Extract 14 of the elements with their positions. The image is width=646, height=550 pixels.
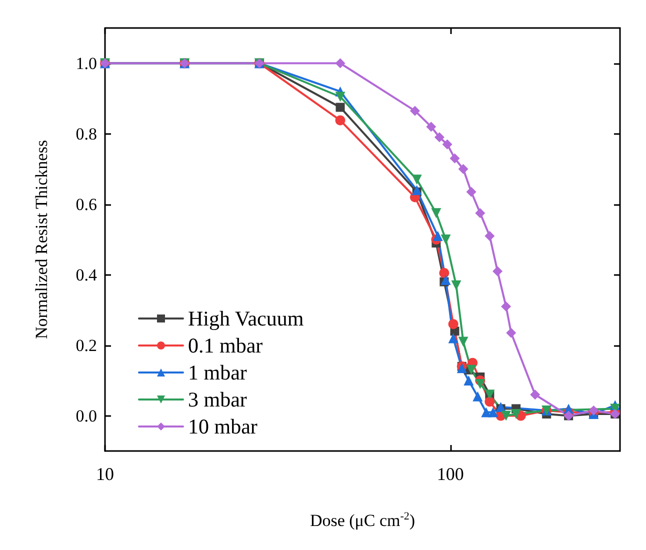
legend-label: 1 mbar (188, 360, 247, 384)
legend-label: 0.1 mbar (188, 334, 263, 358)
y-tick-label: 0.6 (76, 194, 97, 214)
y-tick-label: 0.8 (76, 124, 97, 144)
y-tick-label: 0.4 (76, 265, 98, 284)
x-tick-label: 100 (436, 464, 464, 484)
legend-label: 10 mbar (188, 414, 258, 438)
y-tick-label: 1.0 (76, 54, 97, 73)
y-tick-label: 0.0 (76, 406, 97, 426)
legend-label: High Vacuum (188, 306, 304, 330)
x-tick-label: 10 (96, 464, 114, 484)
y-tick-label: 0.2 (76, 336, 97, 355)
y-axis-title: Normalized Resist Thickness (32, 140, 51, 339)
legend-label: 3 mbar (188, 388, 247, 412)
